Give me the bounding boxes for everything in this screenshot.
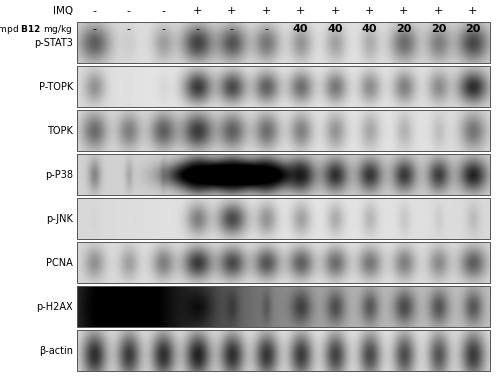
Bar [77,286,490,327]
Text: +: + [227,6,236,16]
Text: β-actin: β-actin [39,345,73,356]
Text: +: + [330,6,340,16]
Bar [77,66,490,107]
Text: -: - [126,6,130,16]
Text: TOPK: TOPK [47,126,73,135]
Text: -: - [126,25,130,34]
Text: p-STAT3: p-STAT3 [34,37,73,48]
Bar [77,22,490,63]
Text: +: + [468,6,477,16]
Text: Compd $\mathbf{B12}$ mg/kg: Compd $\mathbf{B12}$ mg/kg [0,23,73,36]
Text: -: - [92,25,96,34]
Bar [77,110,490,151]
Text: -: - [230,25,234,34]
Text: -: - [161,25,165,34]
Text: +: + [400,6,408,16]
Bar [77,198,490,239]
Text: IMQ: IMQ [53,6,73,16]
Text: 40: 40 [328,25,343,34]
Text: PCNA: PCNA [46,257,73,268]
Text: +: + [434,6,443,16]
Text: +: + [296,6,306,16]
Text: +: + [262,6,271,16]
Bar [77,330,490,371]
Text: +: + [193,6,202,16]
Text: P-TOPK: P-TOPK [39,81,73,92]
Text: -: - [92,6,96,16]
Text: p-P38: p-P38 [45,170,73,179]
Text: -: - [196,25,200,34]
Text: +: + [365,6,374,16]
Text: 20: 20 [465,25,480,34]
Text: p-JNK: p-JNK [46,213,73,224]
Text: 20: 20 [396,25,411,34]
Bar [77,154,490,195]
Text: 40: 40 [293,25,308,34]
Text: -: - [161,6,165,16]
Text: 40: 40 [362,25,378,34]
Text: -: - [264,25,268,34]
Text: 20: 20 [430,25,446,34]
Bar [77,242,490,283]
Text: p-H2AX: p-H2AX [36,302,73,311]
